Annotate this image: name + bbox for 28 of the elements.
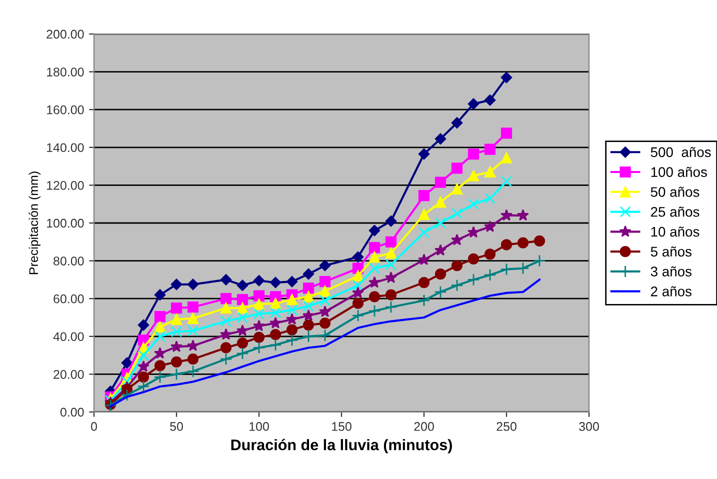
x-tick-label: 0 xyxy=(91,422,97,431)
legend-label: 25 años xyxy=(650,206,700,217)
legend-label: 100 años xyxy=(651,166,707,177)
legend-label: 3 años xyxy=(650,266,692,276)
y-tick-label: 100.00 xyxy=(47,218,84,228)
legend-label: 500 años xyxy=(650,147,711,158)
x-tick-label: 150 xyxy=(332,422,352,431)
y-axis-title: Precipitación (mm) xyxy=(28,172,40,274)
y-tick-label: 80.00 xyxy=(54,256,84,266)
legend-label: 2 años xyxy=(650,286,692,296)
y-tick-label: 40.00 xyxy=(53,332,84,342)
y-tick-label: 200.00 xyxy=(46,30,84,39)
legend-label: 10 años xyxy=(651,226,700,237)
y-tick-label: 120.00 xyxy=(47,181,84,190)
y-tick-label: 160.00 xyxy=(47,105,84,114)
x-tick-label: 100 xyxy=(250,422,269,431)
y-tick-label: 0.00 xyxy=(60,408,84,417)
x-tick-label: 300 xyxy=(579,422,599,431)
y-tick-label: 140.00 xyxy=(47,143,84,152)
y-tick-label: 20.00 xyxy=(54,370,84,379)
legend-label: 5 años xyxy=(650,246,692,257)
x-tick-label: 50 xyxy=(170,422,183,431)
y-tick-label: 60.00 xyxy=(54,294,84,304)
legend-label: 50 años xyxy=(650,186,700,197)
y-tick-label: 180.00 xyxy=(47,68,84,76)
x-axis-title: Duración de la lluvia (minutos) xyxy=(231,438,452,454)
x-tick-label: 200 xyxy=(414,422,434,431)
x-tick-label: 250 xyxy=(496,422,516,431)
